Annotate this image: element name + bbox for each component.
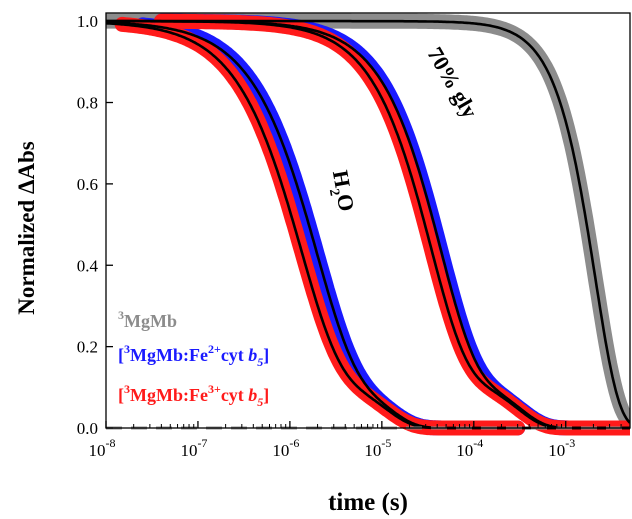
legend-entry-0: 3MgMb xyxy=(118,308,177,331)
y-tick-label: 0.6 xyxy=(77,175,98,194)
x-tick-label: 10-6 xyxy=(272,436,299,460)
annotation-0: 70% gly xyxy=(422,43,482,123)
legend-entry-2: [3MgMb:Fe3+cyt b5] xyxy=(118,382,269,409)
x-tick-label: 10-5 xyxy=(364,436,391,460)
y-tick-label: 0.4 xyxy=(77,256,99,275)
y-axis-title: Normalized ΔAbs xyxy=(14,141,39,315)
x-tick-label: 10-7 xyxy=(180,436,207,460)
y-tick-label: 0.2 xyxy=(77,338,98,357)
y-tick-label: 0.8 xyxy=(77,94,98,113)
fit-curve-4 xyxy=(106,19,630,430)
x-tick-label: 10-4 xyxy=(456,436,483,460)
annotation-1: H2O xyxy=(323,168,360,214)
legend-entry-1: [3MgMb:Fe2+cyt b5] xyxy=(118,342,269,369)
x-tick-label: 10-3 xyxy=(548,436,575,460)
legend: 3MgMb [3MgMb:Fe2+cyt b5] [3MgMb:Fe3+cyt b5… xyxy=(118,308,269,409)
y-tick-label: 1.0 xyxy=(77,12,98,31)
x-tick-label: 10-8 xyxy=(89,436,116,460)
y-tick-label: 0.0 xyxy=(77,419,98,438)
fit-layer xyxy=(106,19,630,430)
x-axis-title: time (s) xyxy=(328,489,408,516)
